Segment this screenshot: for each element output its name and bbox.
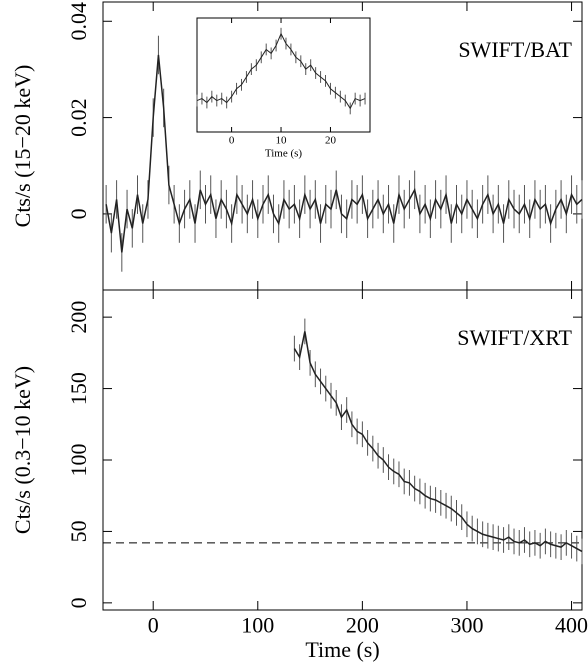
x-tick-label: 10 — [276, 134, 288, 146]
x-tick-label: 400 — [555, 613, 588, 638]
plot-frame — [196, 17, 371, 133]
x-tick-label: 0 — [229, 134, 235, 146]
panel-label: SWIFT/BAT — [458, 37, 572, 62]
plot-frame — [102, 289, 583, 611]
light-curve — [196, 32, 366, 110]
y-tick-label: 0 — [66, 208, 91, 219]
y-axis-label: Cts/s (15−20 keV) — [10, 65, 35, 228]
panel-label: SWIFT/XRT — [457, 325, 572, 350]
x-tick-label: 200 — [346, 613, 379, 638]
x-axis-label: Time (s) — [265, 148, 303, 160]
y-tick-label: 0.02 — [66, 98, 91, 137]
x-axis-label: Time (s) — [305, 637, 379, 662]
y-tick-label: 150 — [66, 372, 91, 405]
x-tick-label: 20 — [325, 134, 337, 146]
light-curve — [293, 331, 583, 553]
y-tick-label: 200 — [66, 301, 91, 334]
y-tick-label: 0 — [66, 597, 91, 608]
y-axis-label: Cts/s (0.3−10 keV) — [10, 366, 35, 534]
x-tick-label: 0 — [148, 613, 159, 638]
y-tick-label: 50 — [66, 520, 91, 542]
y-tick-label: 100 — [66, 444, 91, 477]
x-tick-label: 100 — [241, 613, 274, 638]
light-curve — [105, 54, 583, 253]
y-tick-label: 0.04 — [66, 2, 91, 41]
x-tick-label: 300 — [450, 613, 483, 638]
